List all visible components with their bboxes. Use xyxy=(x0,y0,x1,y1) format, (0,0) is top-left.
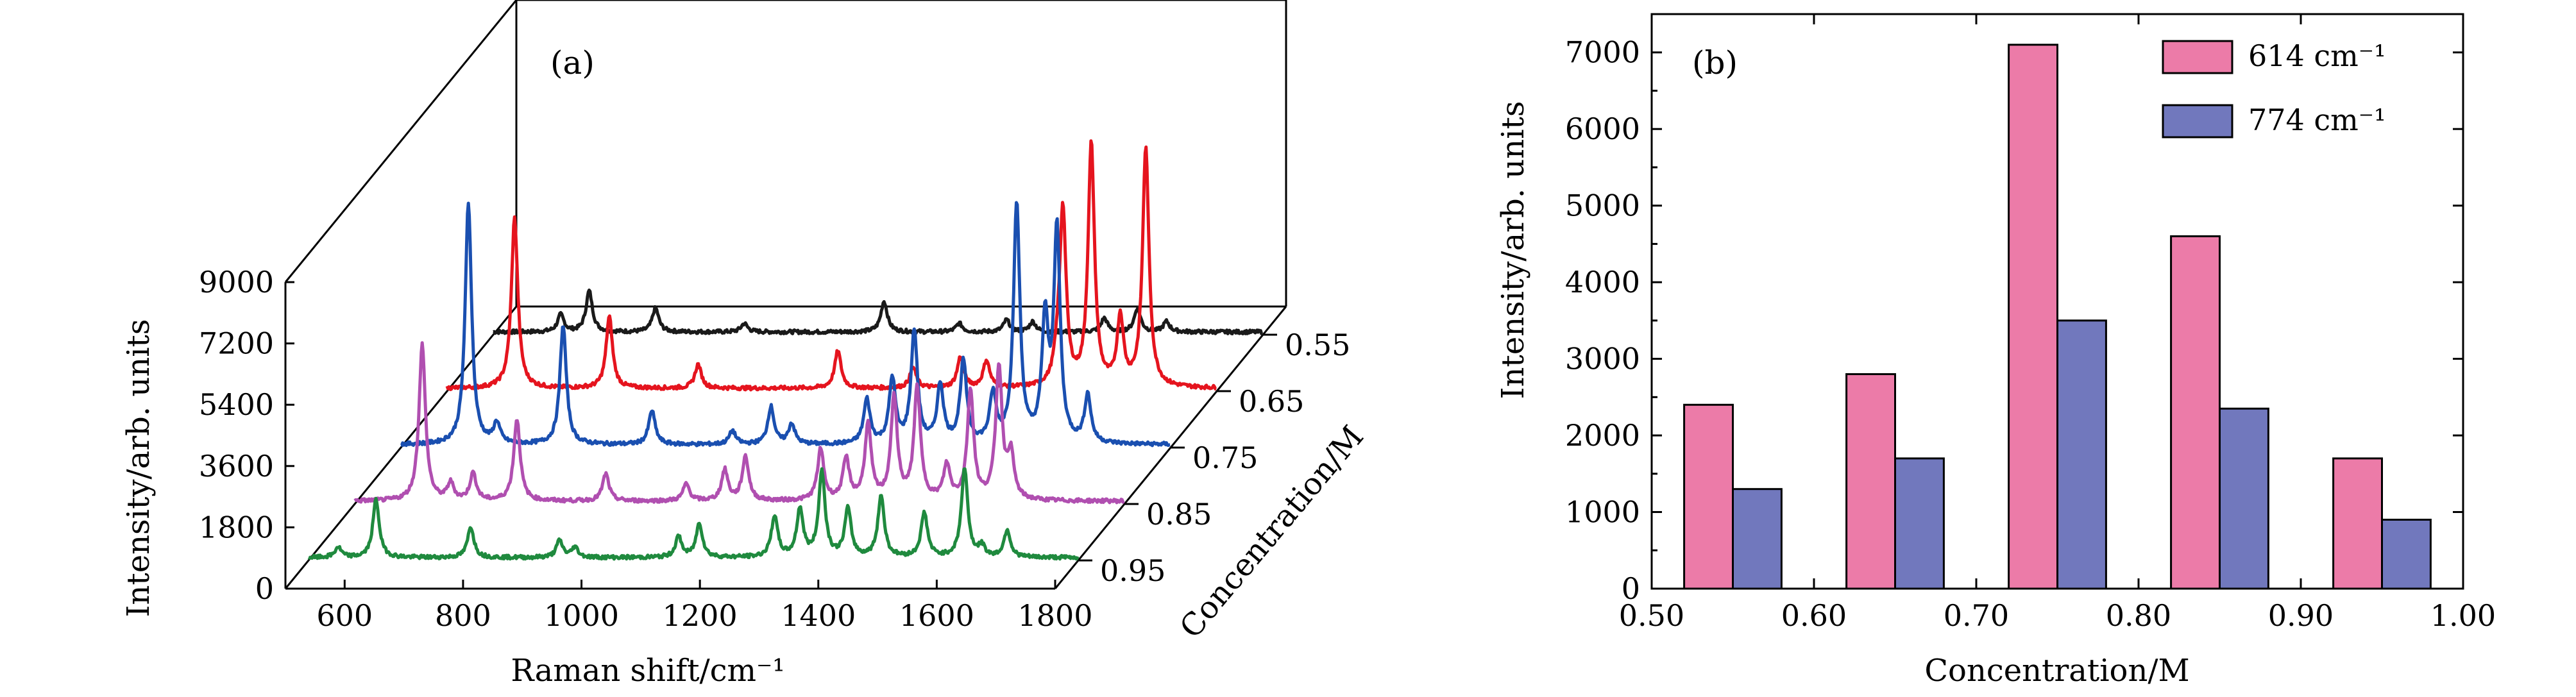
panel-b-letter: (b) xyxy=(1692,44,1738,81)
panel-b-bar-774-0.75 xyxy=(2056,319,2107,590)
panel-b-legend-swatch-0 xyxy=(2162,40,2233,74)
panel-b-bar-774-0.95 xyxy=(2381,518,2432,590)
panel-b-bar-774-0.55 xyxy=(1732,488,1783,590)
panel-a-y-tick-label: 1800 xyxy=(199,510,274,544)
panel-a-floor-left-edge xyxy=(284,306,518,589)
panel-b-y-tick-label: 0 xyxy=(1622,571,1640,606)
panel-a-x-tick-label: 1200 xyxy=(663,598,738,633)
panel-b-legend-swatch-1 xyxy=(2162,104,2233,139)
panel-b-bar-chart: (b) Concentration/M Intensity/arb. units… xyxy=(1495,13,2496,689)
panel-a-z-tick-label: 0.95 xyxy=(1100,553,1165,588)
panel-b-y-tick-label: 7000 xyxy=(1565,35,1640,70)
panel-a-z-tick-label: 0.85 xyxy=(1146,497,1212,532)
panel-b-y-tick-label: 4000 xyxy=(1565,265,1640,299)
panel-a-spectrum-0.55 xyxy=(492,289,1264,335)
panel-b-legend-label-1: 774 cm⁻¹ xyxy=(2248,103,2386,137)
panel-a-spectrum-0.95 xyxy=(307,467,1080,561)
panel-a-spectrum-0.85 xyxy=(353,341,1125,505)
panel-b-bar-614-0.95 xyxy=(2332,457,2384,590)
panel-b-y-tick-label: 3000 xyxy=(1565,342,1640,376)
panel-b-x-tick-label: 1.00 xyxy=(2430,598,2496,633)
panel-b-bar-614-0.85 xyxy=(2170,235,2221,590)
panel-a-x-tick-label: 1400 xyxy=(781,598,856,633)
panel-a-top-left-edge xyxy=(284,0,518,283)
panel-b-x-tick-label: 0.70 xyxy=(1944,598,2009,633)
panel-b-y-axis-label: Intensity/arb. units xyxy=(1495,101,1531,399)
panel-a-y-tick-label: 7200 xyxy=(199,326,274,361)
panel-a-x-axis-label: Raman shift/cm⁻¹ xyxy=(511,653,784,689)
panel-b-x-tick-label: 0.80 xyxy=(2106,598,2171,633)
panel-b-bar-614-0.55 xyxy=(1683,403,1734,590)
panel-b-bar-614-0.75 xyxy=(2008,44,2059,590)
panel-b-bar-774-0.85 xyxy=(2219,407,2269,590)
panel-a-3d-raman-spectra: (a) Raman shift/cm⁻¹ Intensity/arb. unit… xyxy=(121,0,1371,689)
panel-a-z-tick-label: 0.65 xyxy=(1239,384,1304,419)
panel-a-z-tick-label: 0.75 xyxy=(1192,441,1258,475)
panel-b-x-tick-label: 0.50 xyxy=(1619,598,1684,633)
panel-a-y-tick-label: 3600 xyxy=(199,449,274,483)
panel-a-x-tick-label: 1800 xyxy=(1017,598,1092,633)
panel-a-y-tick-label: 0 xyxy=(255,571,274,606)
panel-a-x-tick-label: 1600 xyxy=(899,598,974,633)
panel-b-legend-label-0: 614 cm⁻¹ xyxy=(2248,38,2386,73)
panel-a-y-tick-label: 9000 xyxy=(199,265,274,299)
panel-a-y-axis-label: Intensity/arb. units xyxy=(121,319,157,617)
panel-b-y-tick-label: 6000 xyxy=(1565,112,1640,146)
panel-a-spectrum-0.65 xyxy=(445,139,1217,392)
panel-b-x-axis-label: Concentration/M xyxy=(1924,653,2189,689)
panel-a-spectrum-0.75 xyxy=(400,201,1171,448)
panel-a-x-tick-label: 600 xyxy=(316,598,373,633)
panel-b-y-tick-label: 2000 xyxy=(1565,418,1640,453)
panel-a-letter: (a) xyxy=(550,44,595,81)
panel-a-z-tick-label: 0.55 xyxy=(1285,328,1350,362)
panel-b-x-tick-label: 0.60 xyxy=(1781,598,1847,633)
panel-a-x-tick-label: 1000 xyxy=(544,598,619,633)
panel-b-x-tick-label: 0.90 xyxy=(2268,598,2334,633)
panel-b-bar-614-0.65 xyxy=(1845,373,1897,590)
panel-b-bar-774-0.65 xyxy=(1894,457,1945,590)
panel-a-x-tick-label: 800 xyxy=(435,598,491,633)
panel-b-y-tick-label: 5000 xyxy=(1565,189,1640,223)
panel-a-y-tick-label: 5400 xyxy=(199,387,274,422)
panel-b-y-tick-label: 1000 xyxy=(1565,495,1640,530)
